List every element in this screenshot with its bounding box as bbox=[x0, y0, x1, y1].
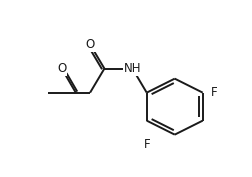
Text: O: O bbox=[57, 62, 66, 75]
Text: F: F bbox=[210, 86, 217, 99]
Text: NH: NH bbox=[124, 62, 141, 75]
Text: O: O bbox=[85, 38, 95, 51]
Text: F: F bbox=[143, 138, 150, 151]
